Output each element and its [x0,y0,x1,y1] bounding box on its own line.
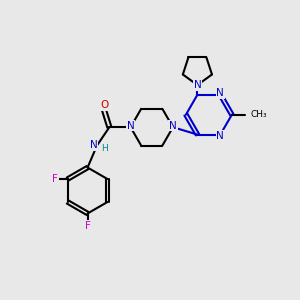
Text: O: O [100,100,108,110]
Text: H: H [101,145,108,154]
Text: N: N [90,140,97,151]
Text: F: F [52,174,58,184]
Text: N: N [127,121,134,131]
Text: CH₃: CH₃ [251,110,268,119]
Text: N: N [217,131,224,141]
Text: N: N [169,121,177,131]
Text: N: N [194,80,201,90]
Text: N: N [217,88,224,98]
Text: F: F [85,221,91,231]
